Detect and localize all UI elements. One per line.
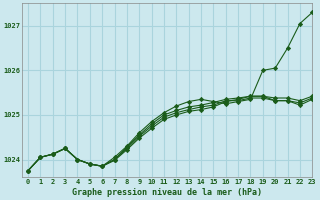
X-axis label: Graphe pression niveau de la mer (hPa): Graphe pression niveau de la mer (hPa) bbox=[72, 188, 262, 197]
